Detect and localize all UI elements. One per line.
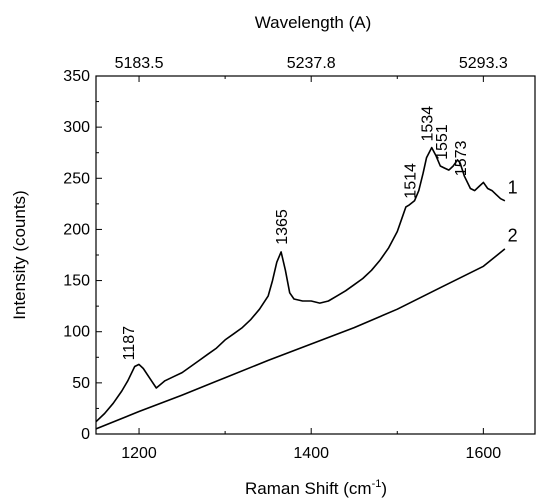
x-tick-label: 1400 [293,445,329,462]
peak-label: 1365 [274,209,291,245]
peak-label: 1534 [420,106,437,142]
top-axis-title: Wavelength (A) [255,13,372,32]
top-tick-label: 5183.5 [115,55,164,72]
x-axis-title: Raman Shift (cm-1) [245,478,387,498]
y-tick-label: 350 [63,68,90,85]
y-axis-ticks: 0 50 100 150 200 250 300 350 [63,68,102,443]
y-tick-label: 100 [63,324,90,341]
x-tick-label: 1200 [121,445,157,462]
x-axis-title-superscript: -1 [372,478,382,490]
peak-label: 1551 [434,124,451,160]
x-axis-ticks: 1200 1400 1600 [121,428,501,462]
plot-frame [95,75,536,435]
peak-label: 1573 [453,141,470,177]
y-tick-label: 150 [63,273,90,290]
x-axis-title-close: ) [381,479,387,498]
x-tick-label: 1600 [466,445,502,462]
y-tick-label: 250 [63,170,90,187]
top-tick-label: 5237.8 [287,55,336,72]
top-tick-label: 5293.3 [459,55,508,72]
peak-label: 1187 [121,326,138,361]
series-line-1 [95,146,506,423]
top-axis-ticks: 5183.5 5237.8 5293.3 [115,55,508,82]
y-axis-title: Intensity (counts) [10,190,29,319]
y-tick-label: 200 [63,221,90,238]
series-number-label: 2 [508,226,518,246]
series-number-label: 1 [508,178,518,198]
x-axis-title-main: Raman Shift (cm [245,479,372,498]
y-tick-label: 50 [72,375,90,392]
series-line-2 [95,248,506,430]
peak-label: 1514 [402,163,419,199]
series-layer [95,146,506,430]
y-tick-label: 300 [63,119,90,136]
y-tick-label: 0 [81,426,90,443]
